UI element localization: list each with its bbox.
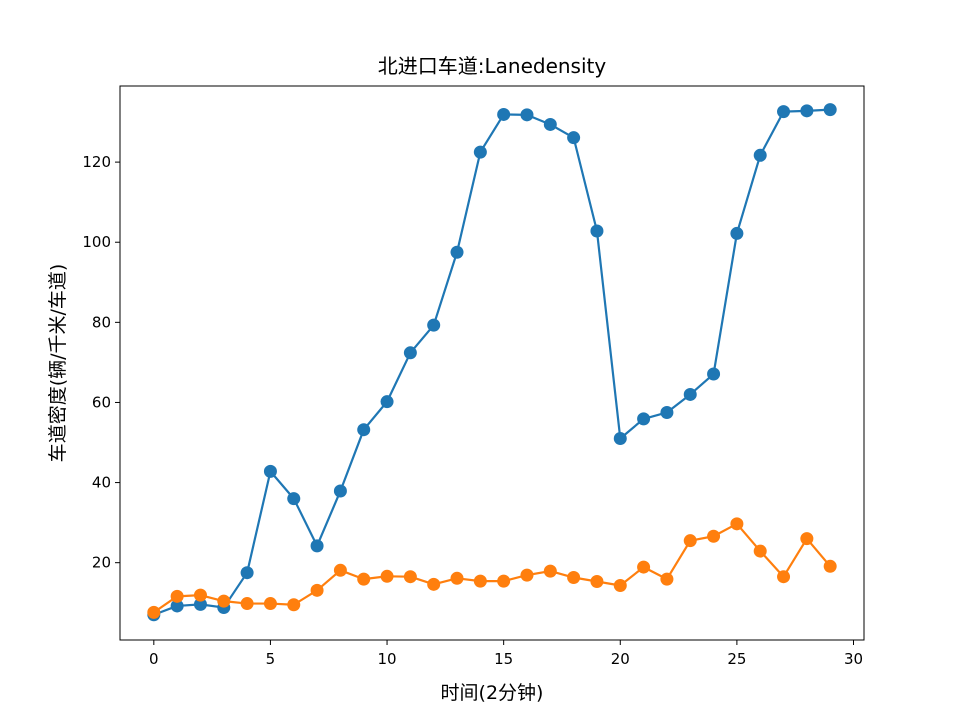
series-2-point — [660, 572, 674, 586]
y-tick-label: 20 — [92, 554, 111, 572]
series-1-point — [310, 539, 324, 553]
series-2-point — [637, 560, 651, 574]
series-2-point — [333, 563, 347, 577]
series-2-point — [427, 577, 441, 591]
series-1-point — [403, 346, 417, 360]
x-tick-label: 15 — [494, 650, 513, 668]
series-2-point — [683, 534, 697, 548]
series-1-point — [450, 245, 464, 259]
series-2-point — [217, 594, 231, 608]
series-1-point — [357, 423, 371, 437]
series-1-point — [730, 226, 744, 240]
series-1-point — [497, 107, 511, 121]
y-tick-label: 120 — [82, 153, 111, 171]
series-1-line — [153, 108, 831, 616]
y-axis-label: 车道密度(辆/千米/车道) — [47, 264, 69, 463]
x-tick-label: 25 — [727, 650, 746, 668]
series-2-point — [287, 598, 301, 612]
series-2-point — [753, 544, 767, 558]
series-2-point — [263, 597, 277, 611]
series-1-point — [637, 412, 651, 426]
series-1-point — [427, 318, 441, 332]
series-1-point — [240, 566, 254, 580]
series-2-point — [240, 597, 254, 611]
x-tick-label: 30 — [844, 650, 863, 668]
series-2-point — [567, 571, 581, 585]
series-1-point — [777, 105, 791, 119]
y-tick-label: 100 — [82, 233, 111, 251]
x-tick-label: 20 — [611, 650, 630, 668]
plot-area-frame — [119, 85, 865, 641]
series-2-point — [613, 579, 627, 593]
series-2-point — [730, 517, 744, 531]
y-axis-ticks: 20 40 60 80 100 120 — [82, 153, 120, 572]
series-1-point — [683, 387, 697, 401]
series-2-point — [473, 574, 487, 588]
chart-title: 北进口车道:Lanedensity — [378, 54, 607, 78]
series-2-point — [450, 571, 464, 585]
series-2-point — [777, 570, 791, 584]
series-2-point — [193, 588, 207, 602]
series-2-point — [800, 532, 814, 546]
series-1-point — [707, 367, 721, 381]
series-1-point — [823, 103, 837, 117]
series-2-point — [823, 559, 837, 573]
series-1-point — [380, 395, 394, 409]
series-1-point — [613, 432, 627, 446]
series-1-point — [543, 117, 557, 131]
x-tick-label: 5 — [266, 650, 276, 668]
series-1-point — [660, 405, 674, 419]
series-1-point — [753, 148, 767, 162]
series-2-point — [357, 572, 371, 586]
series-2-point — [497, 574, 511, 588]
series-1 — [147, 103, 837, 622]
series-1-point — [800, 104, 814, 118]
series-1-point — [590, 224, 604, 238]
y-tick-label: 40 — [92, 474, 111, 492]
series-1-point — [193, 597, 207, 611]
x-axis-ticks: 0 5 10 15 20 25 30 — [149, 640, 863, 668]
series-1-point — [287, 492, 301, 506]
x-axis-label: 时间(2分钟) — [441, 682, 544, 704]
series-2-point — [380, 569, 394, 583]
x-tick-label: 10 — [378, 650, 397, 668]
series-1-point — [333, 484, 347, 498]
series-2-point — [590, 575, 604, 589]
series-1-point — [473, 145, 487, 159]
series-1-point — [567, 131, 581, 145]
series-2-point — [520, 568, 534, 582]
series-1-point — [263, 464, 277, 478]
series-2 — [147, 517, 837, 619]
y-tick-label: 80 — [92, 313, 111, 331]
series-2-point — [403, 570, 417, 584]
series-2-point — [310, 583, 324, 597]
series-2-point — [147, 605, 161, 619]
series-2-point — [170, 589, 184, 603]
plot-layer — [147, 103, 837, 622]
x-tick-label: 0 — [149, 650, 159, 668]
y-tick-label: 60 — [92, 393, 111, 411]
series-2-point — [543, 564, 557, 578]
series-1-point — [170, 599, 184, 613]
series-1-point — [520, 108, 534, 122]
series-2-point — [707, 529, 721, 543]
